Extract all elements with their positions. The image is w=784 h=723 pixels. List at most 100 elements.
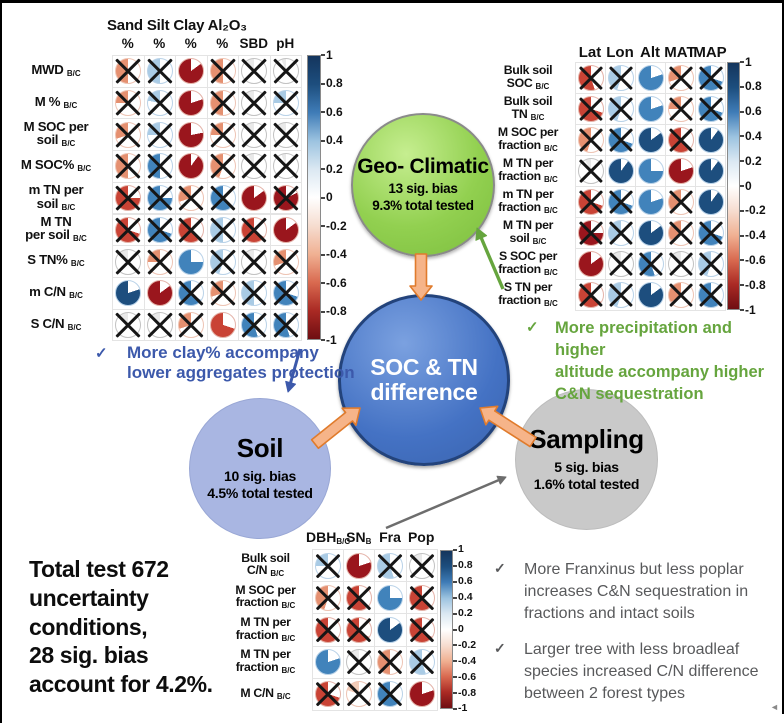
x-bar [273, 312, 299, 338]
colorbar-tick-label: 0 [458, 622, 464, 635]
colorbar-tick [740, 234, 744, 237]
x-bar [147, 122, 173, 148]
x-bar [273, 122, 299, 148]
pie-correlation [209, 153, 236, 180]
pie-correlation [209, 58, 236, 85]
summary-line: conditions, [29, 614, 148, 640]
row-label: M TN per fraction B/C [222, 646, 309, 678]
not-significant-x-mark [606, 125, 635, 155]
pie-correlation [272, 311, 299, 338]
corr-cell [143, 276, 176, 310]
pie-correlation [272, 58, 299, 85]
corr-cell [605, 155, 636, 187]
x-bar [668, 283, 693, 307]
not-significant-x-mark [696, 63, 725, 93]
not-significant-x-mark [208, 183, 239, 214]
pie-correlation [346, 681, 373, 708]
x-bar [115, 185, 141, 211]
not-significant-x-mark [576, 94, 605, 124]
pie-correlation [241, 121, 268, 148]
corr-cell [238, 150, 271, 183]
x-bar [409, 649, 434, 675]
x-bar [273, 153, 299, 180]
pie-correlation [115, 185, 142, 212]
total-tested-pct: 1.6% total tested [533, 476, 640, 493]
pie-correlation [697, 189, 724, 215]
row-label-text: Bulk soil TN B/C [503, 94, 553, 122]
colorbar-tick-label: -0.6 [458, 670, 477, 683]
corr-cell [575, 124, 606, 156]
column-header: % [184, 36, 197, 51]
column-header: SNB [346, 529, 372, 546]
not-significant-x-mark [239, 119, 270, 150]
x-bar [668, 283, 693, 307]
pie-correlation [315, 616, 342, 643]
pie-correlation [209, 216, 236, 243]
colorbar-tick [740, 160, 744, 163]
not-significant-x-mark [145, 246, 176, 277]
x-bar [147, 90, 173, 116]
x-bar [210, 58, 236, 84]
x-bar [409, 649, 434, 675]
x-bar [578, 190, 603, 214]
corr-cell [206, 86, 239, 120]
pie-correlation [346, 552, 373, 579]
colorbar-tick [453, 628, 457, 631]
corner-mark: ◄ [770, 702, 779, 712]
x-bar [115, 185, 141, 211]
x-bar [315, 585, 341, 611]
colorbar-tick [740, 209, 744, 212]
x-bar [378, 649, 403, 675]
corr-cell [665, 186, 696, 218]
checkmark-icon: ✓ [526, 319, 539, 336]
not-significant-x-mark [113, 183, 144, 214]
corr-cell [312, 549, 345, 583]
row-label-text: M C/N B/C [240, 685, 291, 701]
corr-cell [175, 308, 208, 342]
not-significant-x-mark [313, 582, 343, 613]
note-line: More precipitation and higher [555, 319, 732, 359]
pie-correlation [577, 127, 604, 153]
pie-correlation [697, 282, 724, 308]
x-bar [115, 312, 141, 338]
pie-correlation [241, 185, 268, 212]
corr-cell [143, 308, 176, 342]
note-line: species increased C/N difference [524, 663, 759, 680]
row-label-text: M SOC per fraction B/C [235, 582, 296, 611]
corr-cell [269, 118, 302, 152]
pie-correlation [637, 282, 664, 308]
x-bar [608, 283, 633, 307]
x-bar [241, 217, 267, 243]
column-header: MAT [664, 44, 696, 61]
row-label-text: M TN per fraction B/C [498, 156, 558, 184]
corr-cell [175, 213, 208, 247]
column-header: Lon [606, 44, 634, 61]
x-bar [273, 248, 299, 275]
row-label-text: M % B/C [34, 93, 78, 110]
pie-correlation [115, 90, 142, 117]
x-bar [608, 97, 633, 121]
row-label: m TN per fraction B/C [484, 186, 572, 217]
row-label: MWD B/C [4, 55, 108, 87]
pie-correlation [241, 153, 268, 180]
x-bar [668, 97, 693, 121]
row-label-text: m C/N B/C [29, 284, 83, 301]
colorbar-tick-label: -0.8 [326, 304, 347, 319]
x-bar [668, 97, 693, 121]
frame-border-right [782, 0, 784, 714]
x-bar [698, 97, 723, 121]
checkmark-icon: ✓ [494, 560, 506, 576]
corr-cell [143, 181, 176, 215]
not-significant-x-mark [113, 310, 144, 341]
colorbar-tick-label: 0.8 [326, 76, 343, 91]
not-significant-x-mark [176, 215, 207, 246]
node-title: Geo- Climatic [357, 155, 489, 178]
corr-cell [374, 677, 407, 711]
x-bar [115, 58, 141, 84]
colorbar-tick-label: 1 [326, 47, 333, 62]
not-significant-x-mark [696, 280, 725, 310]
x-bar [147, 58, 173, 84]
pie-correlation [667, 158, 694, 184]
pie-correlation [178, 185, 205, 212]
not-significant-x-mark [375, 550, 405, 581]
